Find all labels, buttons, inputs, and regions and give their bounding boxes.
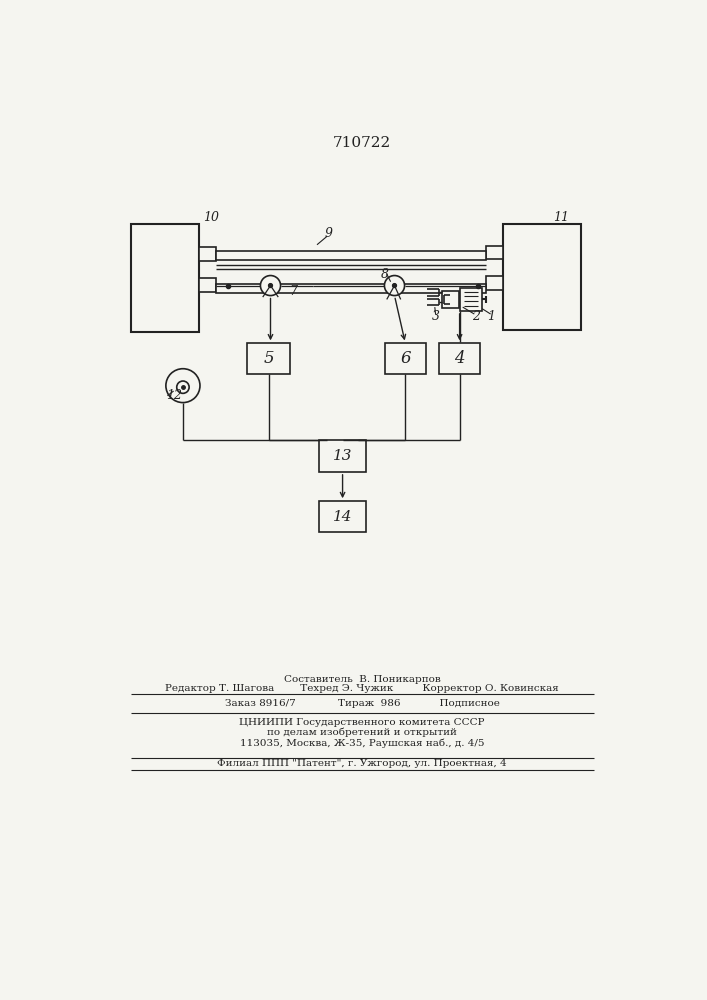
Text: 3: 3 bbox=[431, 310, 440, 323]
Bar bbox=[486, 246, 503, 259]
Bar bbox=[131, 224, 199, 332]
Bar bbox=[486, 276, 503, 290]
Text: 14: 14 bbox=[333, 510, 352, 524]
Circle shape bbox=[260, 276, 281, 296]
Circle shape bbox=[177, 381, 189, 393]
Text: Редактор Т. Шагова        Техред Э. Чужик         Корректор О. Ковинская: Редактор Т. Шагова Техред Э. Чужик Корре… bbox=[165, 684, 559, 693]
Text: ЦНИИПИ Государственного комитета СССР: ЦНИИПИ Государственного комитета СССР bbox=[239, 718, 485, 727]
Circle shape bbox=[385, 276, 404, 296]
Bar bbox=[247, 343, 290, 374]
Text: 710722: 710722 bbox=[333, 136, 391, 150]
Text: 8: 8 bbox=[380, 267, 388, 280]
Text: 1: 1 bbox=[487, 310, 496, 323]
Text: 10: 10 bbox=[203, 211, 219, 224]
Text: 2: 2 bbox=[472, 310, 480, 323]
Text: 5: 5 bbox=[263, 350, 274, 367]
Text: 4: 4 bbox=[455, 350, 465, 367]
Text: 12: 12 bbox=[166, 389, 182, 402]
Bar bbox=[503, 224, 580, 330]
Circle shape bbox=[269, 284, 272, 287]
Text: 6: 6 bbox=[400, 350, 411, 367]
Bar bbox=[216, 284, 486, 293]
Bar bbox=[385, 343, 426, 374]
Text: Заказ 8916/7             Тираж  986            Подписное: Заказ 8916/7 Тираж 986 Подписное bbox=[225, 699, 499, 708]
Text: 9: 9 bbox=[325, 227, 332, 240]
Bar bbox=[460, 288, 482, 311]
Text: Составитель  В. Поникарпов: Составитель В. Поникарпов bbox=[284, 675, 440, 684]
Text: по делам изобретений и открытий: по делам изобретений и открытий bbox=[267, 727, 457, 737]
Bar bbox=[320, 501, 366, 532]
Bar bbox=[216, 251, 486, 260]
Circle shape bbox=[166, 369, 200, 403]
Circle shape bbox=[392, 284, 397, 287]
Text: Филиал ППП "Патент", г. Ужгород, ул. Проектная, 4: Филиал ППП "Патент", г. Ужгород, ул. Про… bbox=[217, 759, 507, 768]
Text: 11: 11 bbox=[554, 211, 569, 224]
Bar bbox=[440, 343, 480, 374]
Bar bbox=[199, 247, 216, 261]
Bar bbox=[442, 291, 459, 308]
Text: 13: 13 bbox=[333, 449, 352, 463]
Bar bbox=[199, 278, 216, 292]
Text: 7: 7 bbox=[290, 285, 298, 298]
Bar bbox=[320, 440, 366, 472]
Text: 113035, Москва, Ж-35, Раушская наб., д. 4/5: 113035, Москва, Ж-35, Раушская наб., д. … bbox=[240, 738, 484, 748]
